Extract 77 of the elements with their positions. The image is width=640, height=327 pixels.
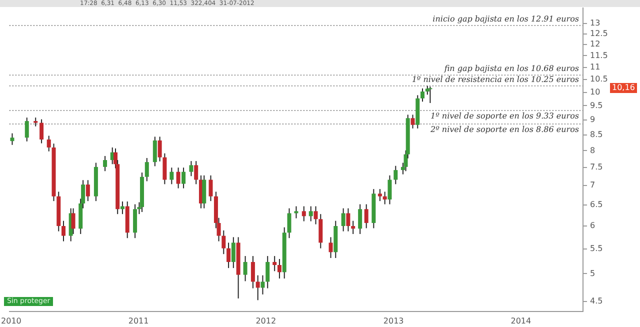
candlestick [10, 132, 14, 146]
candlestick [208, 174, 213, 202]
x-tick-label: 2010 [1, 316, 22, 326]
y-tick-label: 4.5 [590, 296, 603, 306]
candlestick [250, 256, 255, 289]
candlestick [346, 208, 350, 232]
candlestick [388, 174, 392, 205]
candlestick [182, 167, 186, 189]
candlestick [256, 274, 260, 301]
y-tick-label: 12 [590, 40, 600, 49]
y-tick-label: 11 [590, 62, 600, 72]
candlestick [394, 165, 398, 185]
candlestick [24, 117, 29, 142]
y-tick-label: 7.5 [590, 162, 603, 172]
candlestick [231, 236, 236, 269]
candlestick [170, 167, 174, 185]
candlestick [40, 118, 44, 144]
candlestick [328, 236, 333, 258]
candlestick [176, 167, 180, 189]
candlestick [46, 135, 51, 152]
candlestick [308, 206, 313, 222]
ref-line-label: 1º nivel de soporte en los 9.33 euros [430, 112, 579, 121]
candlestick [226, 242, 231, 269]
x-tick-label: 2014 [510, 316, 532, 326]
candlestick [351, 220, 356, 234]
candlestick [420, 88, 425, 102]
candlestick [158, 136, 162, 162]
candlestick [133, 204, 138, 239]
candlestick [144, 158, 149, 182]
candlestick [62, 220, 66, 242]
text: 10,16 [610, 83, 637, 94]
y-tick-label: 11.5 [590, 50, 608, 60]
candlestick [189, 160, 194, 177]
x-tick-label: 2012 [256, 316, 276, 326]
candlestick [86, 180, 90, 202]
y-tick-label: 8.5 [590, 130, 603, 139]
candlestick [260, 274, 265, 295]
candlestick [277, 258, 282, 279]
candlestick [202, 174, 206, 209]
y-tick-label: 10.5 [590, 74, 608, 84]
candlestick [243, 256, 248, 282]
candlestick [410, 114, 415, 129]
ref-line-label: 2º nivel de soporte en los 8.86 euros [430, 125, 579, 134]
candlestick [378, 188, 382, 202]
y-tick-label: 6.5 [590, 200, 603, 210]
candlestick [294, 206, 298, 219]
y-tick-label: 9 [590, 114, 596, 124]
ref-line-label: 1º nivel de resistencia en los 10.25 euros [412, 74, 579, 84]
candlestick [302, 206, 306, 222]
y-tick-label: 9.5 [590, 100, 603, 110]
y-tick-label: 8 [590, 146, 596, 155]
candlestick [314, 206, 318, 225]
candlestick [162, 152, 167, 185]
candlestick [222, 230, 226, 255]
candlestick [341, 208, 346, 232]
candlestick [266, 256, 270, 289]
y-tick-label: 5 [590, 268, 596, 278]
candlestick [152, 136, 157, 167]
candlestick [358, 204, 362, 234]
ref-line-label: fin gap bajista en los 10.68 euros [443, 64, 579, 74]
y-tick-label: 12.5 [590, 28, 608, 38]
x-tick-label: 2013 [383, 316, 404, 326]
x-tick-label: 2011 [128, 316, 149, 326]
ref-line-label: inicio gap bajista en los 12.91 euros [432, 14, 579, 24]
candlestick [428, 86, 432, 104]
y-tick-label: 7 [590, 180, 596, 190]
candlestick [287, 208, 292, 239]
y-tick-label: 6 [590, 221, 596, 230]
candlestick [364, 204, 368, 229]
candlestick [272, 256, 277, 272]
candlestick [382, 191, 387, 205]
candlestick [103, 156, 108, 172]
y-tick-label: 5.5 [590, 244, 603, 253]
candlestick [318, 214, 323, 249]
candlestick [194, 160, 198, 185]
y-tick-label: 10 [590, 87, 600, 96]
y-tick-label: 13 [590, 18, 600, 28]
